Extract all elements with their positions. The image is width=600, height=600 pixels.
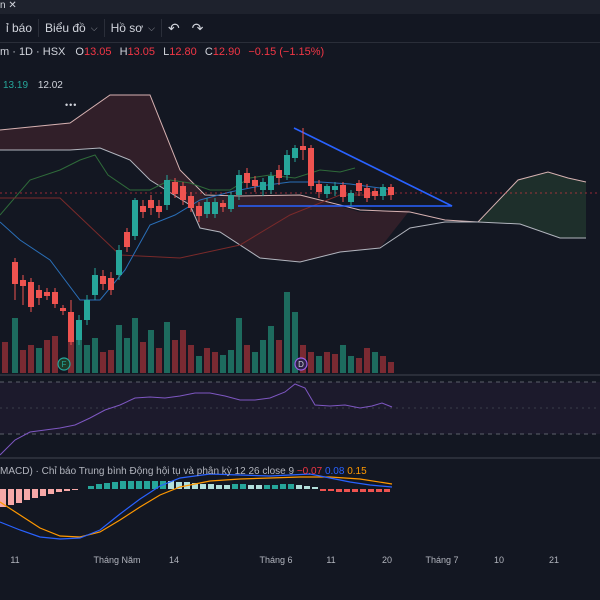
legend-more-button[interactable]: ••• <box>65 100 78 110</box>
macd-hist-value: −0.07 <box>296 466 323 477</box>
chikou-span <box>0 154 356 216</box>
time-label: Tháng Năm <box>93 555 140 565</box>
low-value: 12.80 <box>169 46 197 58</box>
macd-histogram <box>0 481 390 507</box>
time-label: 11 <box>326 555 335 565</box>
macd-line <box>0 473 393 540</box>
ichimoku-value-1: 13.19 <box>3 80 29 91</box>
close-label: C <box>204 46 213 58</box>
tab-fragment: n <box>0 0 6 11</box>
high-value: 13.05 <box>127 46 156 58</box>
profile-menu-button[interactable]: Hồ sơ ⌵ <box>105 14 161 42</box>
time-axis[interactable] <box>0 548 600 600</box>
change-value: −0.15 (−1.15%) <box>248 46 325 58</box>
ichimoku-value-2: 12.02 <box>37 80 63 91</box>
time-label: 20 <box>382 555 392 565</box>
time-label: 10 <box>494 555 504 565</box>
marker-d-label: D <box>298 360 304 369</box>
symbol-label[interactable]: m · 1D · HSX <box>0 46 66 58</box>
high-label: H <box>119 46 128 58</box>
chart-menu-button[interactable]: Biểu đồ ⌵ <box>39 14 104 42</box>
indicators-button[interactable]: ỉ báo <box>0 14 38 42</box>
window-tab-title[interactable]: n ✕ <box>0 0 17 11</box>
chevron-down-icon: ⌵ <box>148 22 155 33</box>
kumo-future <box>478 172 586 238</box>
toolbar-divider <box>160 19 162 37</box>
chart-toolbar: ỉ báo Biểu đồ ⌵ Hồ sơ ⌵ ↶ ↷ <box>0 14 600 43</box>
close-icon[interactable]: ✕ <box>8 0 17 11</box>
macd-value: 0.08 <box>324 466 345 477</box>
macd-signal-value: 0.15 <box>347 466 367 477</box>
candlesticks <box>12 128 394 345</box>
window-tab-bar: n ✕ <box>0 0 600 14</box>
open-value: 13.05 <box>83 46 112 58</box>
open-label: O <box>75 46 84 58</box>
time-label: 14 <box>169 555 179 565</box>
senkou-span-a <box>0 94 587 223</box>
toolbar-divider <box>103 19 105 37</box>
undo-button[interactable]: ↶ <box>162 14 186 42</box>
senkou-span-b <box>0 147 586 263</box>
rsi-line <box>0 383 393 456</box>
dividend-marker[interactable]: F <box>57 357 71 371</box>
time-label: 21 <box>549 555 559 565</box>
kumo-past <box>0 95 410 262</box>
macd-legend[interactable]: MACD) · Chỉ báo Trung bình Động hội tụ v… <box>0 466 367 477</box>
earnings-marker[interactable]: D <box>294 357 308 371</box>
undo-icon: ↶ <box>167 19 180 36</box>
ohlc-values: O13.05 H13.05 L12.80 C12.90 −0.15 (−1.15… <box>75 46 329 58</box>
close-value: 12.90 <box>212 46 241 58</box>
triangle-pattern[interactable] <box>238 127 453 207</box>
redo-button[interactable]: ↷ <box>186 14 210 42</box>
time-label: Tháng 6 <box>259 555 292 565</box>
marker-f-label: F <box>62 360 67 369</box>
macd-legend-title: MACD) · Chỉ báo Trung bình Động hội tụ v… <box>0 466 295 477</box>
ichimoku-legend: 13.19 12.02 <box>3 80 70 91</box>
chevron-down-icon: ⌵ <box>90 22 98 33</box>
chart-menu-label: Biểu đồ <box>45 21 86 35</box>
time-label: Tháng 7 <box>425 555 458 565</box>
redo-icon: ↷ <box>191 19 204 36</box>
kijun-line <box>0 194 390 259</box>
low-label: L <box>163 46 170 58</box>
time-label: 11 <box>10 555 19 565</box>
profile-menu-label: Hồ sơ <box>110 21 144 35</box>
indicators-label: ỉ báo <box>6 21 33 35</box>
toolbar-divider <box>38 19 40 37</box>
macd-signal-line <box>0 476 393 538</box>
symbol-legend: m · 1D · HSX O13.05 H13.05 L12.80 C12.90… <box>0 46 329 58</box>
